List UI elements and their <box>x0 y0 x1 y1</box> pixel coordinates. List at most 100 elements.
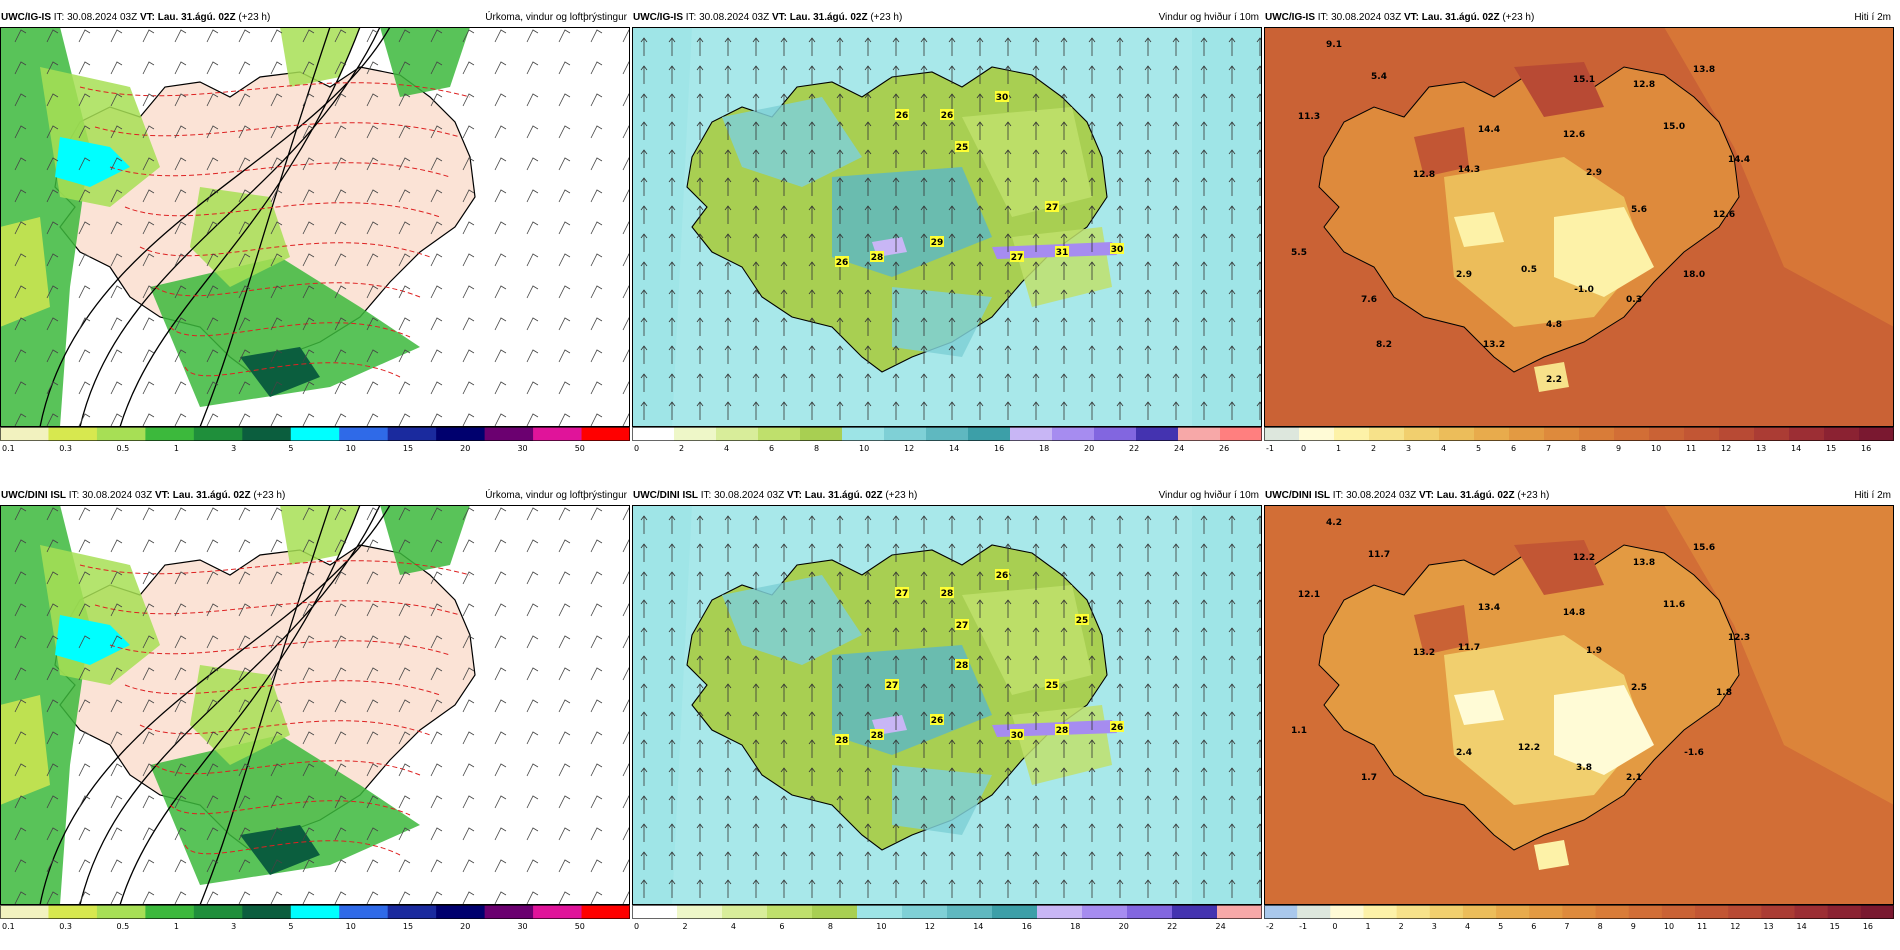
wind-barb <box>238 381 251 395</box>
colorbar-tick-label: 5 <box>288 922 293 931</box>
svg-text:27: 27 <box>1011 253 1024 263</box>
wind-arrow <box>752 345 760 364</box>
wind-arrow <box>892 515 900 534</box>
wind-arrow <box>1172 627 1180 646</box>
wind-barb <box>494 157 507 171</box>
temp-area <box>1414 605 1469 655</box>
wind-barb <box>398 571 411 585</box>
colorbar-swatch <box>1684 427 1720 441</box>
init-time: 30.08.2024 03Z <box>1346 490 1417 501</box>
wind-arrow <box>640 121 648 140</box>
wind-arrow <box>864 823 872 842</box>
wind-arrow <box>920 599 928 618</box>
colorbar-swatch <box>1509 427 1545 441</box>
colorbar-tick-label: 5 <box>1498 922 1503 931</box>
init-time: 30.08.2024 03Z <box>1331 12 1402 23</box>
wind-arrow <box>640 345 648 364</box>
wind-arrow <box>976 205 984 224</box>
colorbar-svg: -2 -1 0 1 2 3 4 5 6 7 8 9 10 11 12 13 14 15 16 <box>1264 905 1894 931</box>
wind-barb <box>270 731 283 745</box>
colorbar-swatch <box>1761 905 1796 919</box>
wind-barb <box>206 29 219 43</box>
wind-barb <box>174 603 187 617</box>
wind-barb <box>46 349 59 363</box>
map-area: 4.2 11.7 12.1 12.2 13.8 15.6 13.4 14.8 11.6 13.2 1… <box>1264 505 1894 905</box>
wind-arrow <box>1004 683 1012 702</box>
colorbar-tick-label: 14 <box>1791 444 1801 453</box>
colorbar-tick-label: 2 <box>1399 922 1404 931</box>
wind-arrow <box>752 823 760 842</box>
wind-arrow <box>1172 711 1180 730</box>
colorbar-swatch <box>145 427 195 441</box>
colorbar-swatch <box>387 905 437 919</box>
wind-speed-area <box>892 287 992 357</box>
wind-arrow <box>1116 93 1124 112</box>
wind-barb <box>78 253 91 267</box>
wind-barb <box>430 763 443 777</box>
wind-barb <box>46 317 59 331</box>
svg-text:25: 25 <box>1046 681 1059 691</box>
wind-arrow <box>668 233 676 252</box>
wind-arrow <box>1032 571 1040 590</box>
wind-barb <box>590 667 603 681</box>
wind-arrow <box>808 571 816 590</box>
wind-speed-area <box>962 585 1092 695</box>
wind-arrow <box>1060 65 1068 84</box>
wind-barb <box>14 253 27 267</box>
wind-arrow <box>920 177 928 196</box>
wind-arrow <box>1256 515 1262 534</box>
wind-barb <box>78 571 91 585</box>
wind-barb <box>174 507 187 521</box>
svg-text:30: 30 <box>1011 731 1024 741</box>
wind-arrow <box>948 373 956 392</box>
colorbar-tick-label: 1 <box>1365 922 1370 931</box>
wind-arrow <box>892 851 900 870</box>
colorbar-swatch <box>48 427 98 441</box>
wind-barb <box>334 795 347 809</box>
temp-value-label: 5.6 <box>1631 205 1647 215</box>
wind-arrow <box>948 599 956 618</box>
wind-barb <box>110 285 123 299</box>
panel-dini-precip: UWC/DINI ISL IT: 30.08.2024 03Z VT: Lau.… <box>0 488 630 948</box>
wind-arrow <box>808 149 816 168</box>
wind-barb <box>46 667 59 681</box>
gust-label: 27 <box>955 619 969 631</box>
wind-arrow <box>920 851 928 870</box>
thickness-line <box>184 362 401 378</box>
wind-barb <box>366 539 379 553</box>
wind-barb <box>526 891 539 905</box>
wind-arrow <box>668 795 676 814</box>
wind-barb <box>558 125 571 139</box>
temp-area <box>1664 27 1894 327</box>
temp-value-label: 14.8 <box>1563 608 1585 618</box>
wind-arrow <box>1172 739 1180 758</box>
colorbar-swatch <box>722 905 768 919</box>
wind-arrow <box>1228 345 1236 364</box>
vt-label: VT: <box>1403 12 1419 23</box>
wind-barb <box>526 221 539 235</box>
temp-value-label: 12.6 <box>1563 130 1585 140</box>
wind-barb <box>494 285 507 299</box>
wind-barb <box>270 635 283 649</box>
svg-text:28: 28 <box>836 736 849 746</box>
wind-barb <box>270 29 283 43</box>
wind-barb <box>366 795 379 809</box>
wind-barb <box>174 349 187 363</box>
wind-arrow <box>808 345 816 364</box>
colorbar-swatch <box>193 427 243 441</box>
wind-arrow <box>640 767 648 786</box>
wind-arrow <box>668 571 676 590</box>
wind-barb <box>302 827 315 841</box>
colorbar-swatch <box>1217 905 1262 919</box>
temp-value-label: 3.8 <box>1576 763 1592 773</box>
wind-barb <box>270 349 283 363</box>
wind-barb <box>110 539 123 553</box>
wind-arrow <box>780 851 788 870</box>
wind-barb <box>238 189 251 203</box>
wind-arrow <box>948 233 956 252</box>
wind-barb <box>558 795 571 809</box>
lead-time: (+23 h) <box>253 490 286 501</box>
wind-arrow <box>1060 401 1068 420</box>
wind-barb <box>526 827 539 841</box>
